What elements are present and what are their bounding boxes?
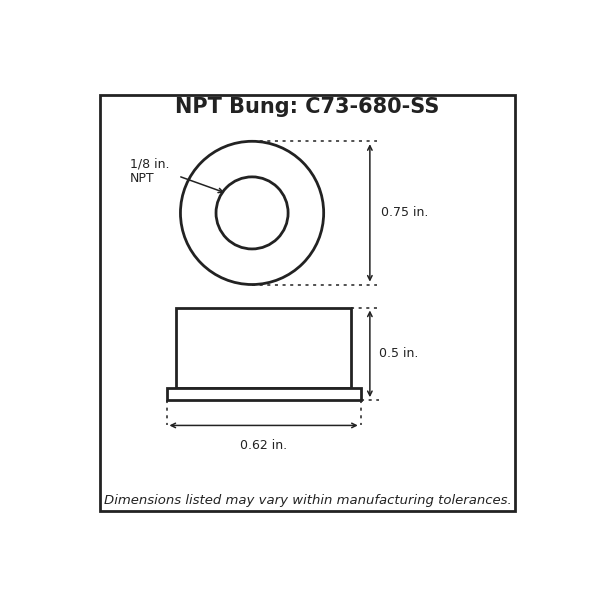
Text: 0.5 in.: 0.5 in. [379,347,418,361]
Text: 1/8 in.
NPT: 1/8 in. NPT [130,157,169,185]
Text: 0.62 in.: 0.62 in. [240,439,287,452]
Text: NPT Bung: C73-680-SS: NPT Bung: C73-680-SS [175,97,440,116]
Text: 0.75 in.: 0.75 in. [382,206,429,220]
Bar [176,308,352,388]
Bar [167,388,361,400]
Text: Dimensions listed may vary within manufacturing tolerances.: Dimensions listed may vary within manufa… [104,494,511,507]
